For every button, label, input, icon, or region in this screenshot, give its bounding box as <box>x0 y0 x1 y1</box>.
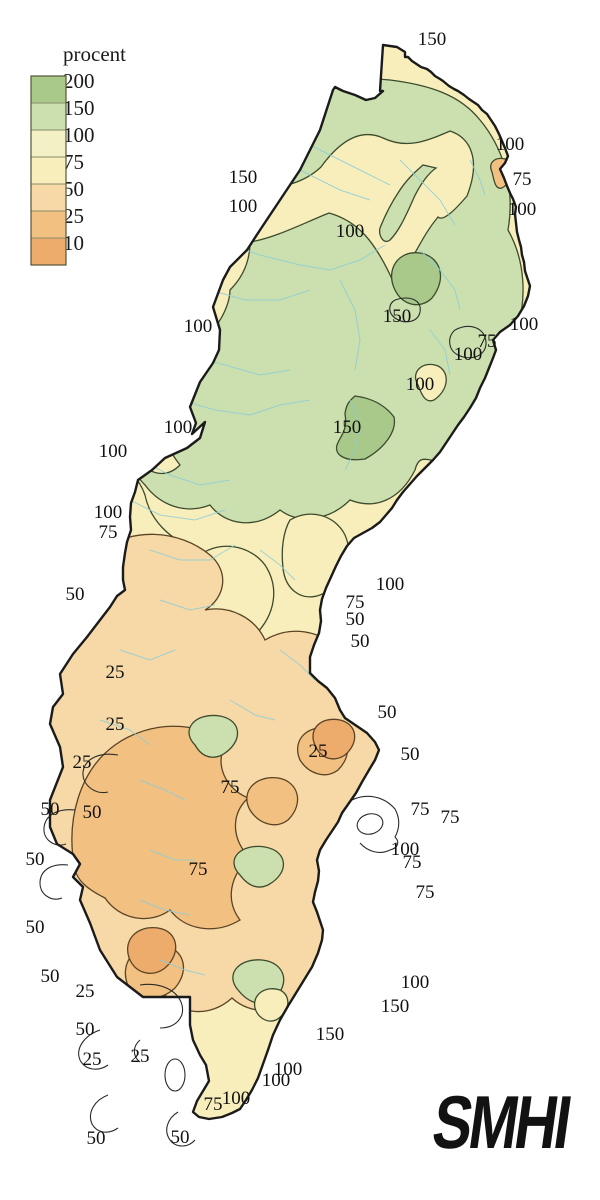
svg-text:75: 75 <box>441 807 460 828</box>
svg-text:100: 100 <box>164 417 193 438</box>
svg-text:100: 100 <box>222 1088 251 1109</box>
svg-text:50: 50 <box>76 1019 95 1040</box>
svg-text:100: 100 <box>336 221 365 242</box>
svg-text:75: 75 <box>403 852 422 873</box>
svg-text:100: 100 <box>406 374 435 395</box>
svg-text:75: 75 <box>221 777 240 798</box>
svg-text:100: 100 <box>454 344 483 365</box>
svg-text:50: 50 <box>378 702 397 723</box>
svg-text:200: 200 <box>63 69 95 93</box>
svg-text:25: 25 <box>76 981 95 1002</box>
svg-text:25: 25 <box>73 752 92 773</box>
svg-text:75: 75 <box>411 799 430 820</box>
svg-text:75: 75 <box>204 1094 223 1115</box>
svg-text:100: 100 <box>508 199 537 220</box>
svg-text:150: 150 <box>383 306 412 327</box>
svg-text:25: 25 <box>131 1046 150 1067</box>
svg-text:100: 100 <box>63 123 95 147</box>
svg-text:150: 150 <box>316 1024 345 1045</box>
svg-text:50: 50 <box>26 917 45 938</box>
svg-text:100: 100 <box>262 1070 291 1091</box>
svg-text:100: 100 <box>94 502 123 523</box>
svg-text:150: 150 <box>229 167 258 188</box>
svg-text:25: 25 <box>83 1049 102 1070</box>
svg-text:150: 150 <box>333 417 362 438</box>
svg-text:150: 150 <box>381 996 410 1017</box>
svg-text:50: 50 <box>66 584 85 605</box>
svg-text:50: 50 <box>41 966 60 987</box>
svg-text:50: 50 <box>83 802 102 823</box>
svg-text:100: 100 <box>99 441 128 462</box>
svg-text:100: 100 <box>376 574 405 595</box>
svg-text:75: 75 <box>99 522 118 543</box>
svg-text:100: 100 <box>184 316 213 337</box>
svg-text:100: 100 <box>510 314 539 335</box>
svg-text:50: 50 <box>171 1127 190 1148</box>
svg-text:100: 100 <box>229 196 258 217</box>
svg-text:SMHI: SMHI <box>428 1082 574 1165</box>
svg-text:75: 75 <box>189 859 208 880</box>
svg-text:50: 50 <box>26 849 45 870</box>
svg-text:50: 50 <box>346 609 365 630</box>
svg-text:150: 150 <box>418 29 447 50</box>
svg-text:50: 50 <box>87 1128 106 1149</box>
svg-text:50: 50 <box>351 631 370 652</box>
svg-text:100: 100 <box>401 972 430 993</box>
svg-text:150: 150 <box>63 96 95 120</box>
svg-text:25: 25 <box>309 741 328 762</box>
svg-text:75: 75 <box>416 882 435 903</box>
svg-text:procent: procent <box>63 42 126 66</box>
svg-text:25: 25 <box>106 714 125 735</box>
svg-text:75: 75 <box>513 169 532 190</box>
svg-text:25: 25 <box>106 662 125 683</box>
svg-text:100: 100 <box>496 134 525 155</box>
svg-text:50: 50 <box>41 799 60 820</box>
svg-text:50: 50 <box>401 744 420 765</box>
